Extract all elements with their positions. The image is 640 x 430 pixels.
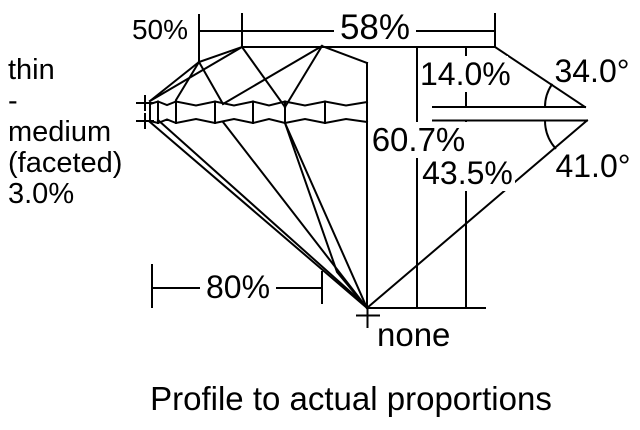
crown-angle-arc (543, 83, 554, 109)
girdle-top-edge (148, 100, 369, 107)
girdle-desc-line-1: thin (8, 54, 55, 86)
pavilion-angle-arc (543, 119, 557, 150)
label-crown-height: 14.0% (420, 56, 511, 92)
girdle-bottom-edge (148, 117, 369, 125)
pavilion-facet-1 (156, 118, 366, 306)
crown-bezel-edge-2 (240, 45, 287, 109)
label-table-size: 58% (334, 10, 416, 45)
label-total-depth: 60.7% (370, 121, 467, 158)
label-culet: none (377, 316, 451, 353)
crown-slope-right (493, 45, 587, 109)
label-pavilion-depth: 43.5% (420, 155, 515, 191)
label-girdle-description: thin - medium (faceted) 3.0% (8, 55, 122, 210)
crown-star-edge-2 (320, 44, 369, 65)
label-crown-angle: 34.0° (554, 53, 630, 89)
girdle-desc-line-2: - (8, 85, 18, 117)
pavilion-facet-3 (283, 121, 369, 310)
crown-star-edge-left (174, 60, 201, 102)
crown-star-edge-right (197, 60, 225, 106)
diagram-caption: Profile to actual proportions (150, 380, 552, 417)
girdle-desc-line-5: 3.0% (8, 178, 75, 210)
label-lower-girdle-length: 80% (200, 271, 276, 304)
pavilion-facet-4 (283, 121, 369, 310)
pavilion-facet-2 (221, 120, 369, 310)
pavilion-outline-left (148, 120, 369, 310)
crown-bezel-edge-1 (148, 45, 244, 103)
pavilion-outline-right (365, 119, 589, 310)
label-pavilion-angle: 41.0° (555, 148, 631, 184)
crown-bezel-edge-4 (283, 44, 324, 109)
girdle-desc-line-4: (faceted) (8, 147, 123, 179)
girdle-desc-line-3: medium (8, 116, 112, 148)
crown-bezel-edge-3 (221, 44, 324, 106)
label-star-length: 50% (131, 14, 189, 45)
